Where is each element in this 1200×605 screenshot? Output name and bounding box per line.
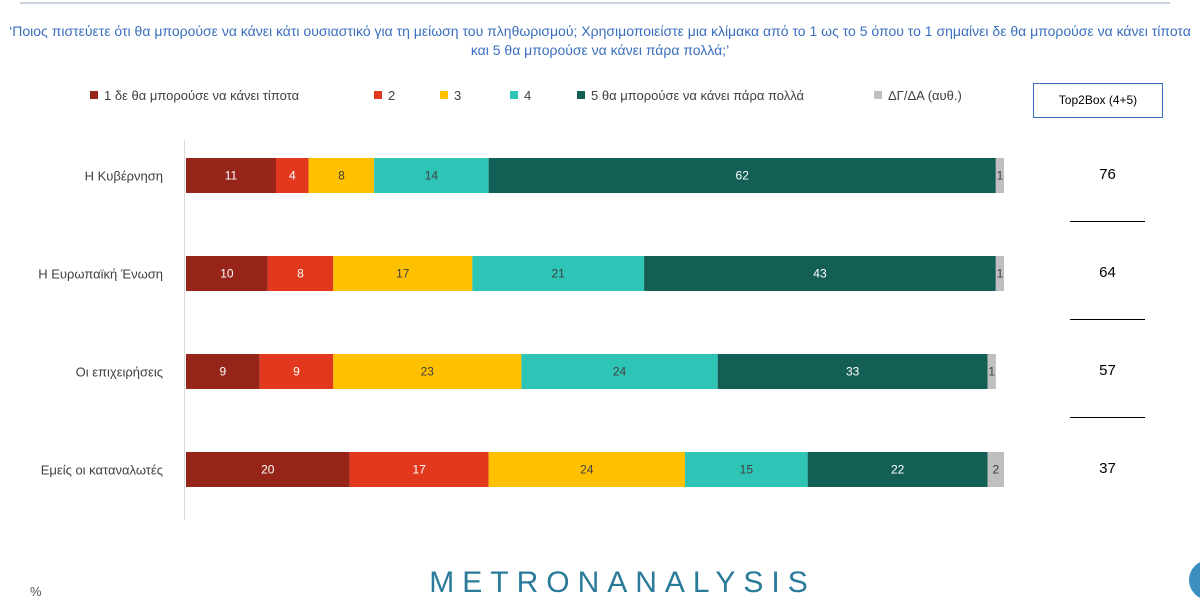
bar-segment bbox=[186, 354, 260, 389]
data-label: 15 bbox=[740, 463, 754, 477]
data-label: 2 bbox=[992, 463, 999, 477]
legend: 1 δε θα μπορούσε να κάνει τίποτα 2 3 4 5 θα … bbox=[0, 88, 1000, 108]
data-label: 1 bbox=[988, 365, 995, 379]
data-label: 21 bbox=[552, 267, 566, 281]
category-label: Η Κυβέρνηση bbox=[85, 169, 163, 184]
legend-item: 4 bbox=[510, 88, 531, 103]
data-label: 9 bbox=[293, 365, 300, 379]
bar-segment bbox=[684, 452, 808, 487]
data-label: 20 bbox=[261, 463, 275, 477]
legend-item: 3 bbox=[440, 88, 461, 103]
data-label: 24 bbox=[613, 365, 627, 379]
data-label: 24 bbox=[580, 463, 594, 477]
data-label: 11 bbox=[225, 169, 238, 183]
bar-segment bbox=[186, 256, 268, 291]
bar-segment bbox=[267, 256, 334, 291]
bar-segment bbox=[488, 158, 996, 193]
brand-logo: METRONANALYSIS bbox=[429, 566, 816, 599]
corner-decoration bbox=[1189, 560, 1200, 600]
bar-segment bbox=[308, 158, 375, 193]
stacked-bar-chart: Η Κυβέρνηση 11 4 8 14 62 1Η Ευρωπαϊκή Ένωση 10 8… bbox=[38, 140, 1004, 520]
data-label: 17 bbox=[412, 463, 426, 477]
top2box-value: 57 bbox=[1099, 362, 1116, 379]
data-label: 23 bbox=[421, 365, 435, 379]
bar-segment bbox=[717, 354, 988, 389]
bar-segment bbox=[333, 256, 473, 291]
data-label: 4 bbox=[289, 169, 296, 183]
bar-segment bbox=[521, 354, 718, 389]
data-label: 33 bbox=[846, 365, 860, 379]
top2box-value: 64 bbox=[1099, 264, 1116, 281]
bar-segment bbox=[374, 158, 489, 193]
top2box-value: 76 bbox=[1099, 166, 1116, 183]
legend-label: 4 bbox=[524, 88, 532, 103]
bar-segment bbox=[333, 354, 522, 389]
bar-segment bbox=[995, 158, 1004, 193]
legend-item: 2 bbox=[374, 88, 395, 103]
bar-segment bbox=[987, 452, 1004, 487]
bar-segment bbox=[259, 354, 334, 389]
top2box-value: 37 bbox=[1099, 460, 1116, 477]
legend-swatch bbox=[510, 91, 518, 99]
survey-question: ‘Ποιος πιστεύετε ότι θα μπορούσε να κάνε… bbox=[9, 23, 1191, 58]
data-label: 17 bbox=[396, 267, 410, 281]
bar-segment bbox=[186, 452, 350, 487]
legend-item: ΔΓ/ΔΑ (αυθ.) bbox=[874, 88, 962, 103]
bar-segment bbox=[807, 452, 988, 487]
legend-label: 1 δε θα μπορούσε να κάνει τίποτα bbox=[104, 88, 300, 103]
legend-label: ΔΓ/ΔΑ (αυθ.) bbox=[888, 88, 962, 103]
percent-mark: % bbox=[30, 584, 42, 599]
data-label: 8 bbox=[297, 267, 304, 281]
legend-label: 3 bbox=[454, 88, 462, 103]
bar-segment bbox=[995, 256, 1004, 291]
category-label: Η Ευρωπαϊκή Ένωση bbox=[38, 267, 163, 282]
legend-swatch bbox=[577, 91, 585, 99]
bar-segment bbox=[186, 158, 276, 193]
category-label: Οι επιχειρήσεις bbox=[76, 365, 163, 380]
legend-swatch bbox=[90, 91, 98, 99]
data-label: 14 bbox=[425, 169, 439, 183]
legend-swatch bbox=[440, 91, 448, 99]
data-label: 43 bbox=[813, 267, 827, 281]
top2box-divider bbox=[1070, 417, 1145, 418]
data-label: 8 bbox=[338, 169, 345, 183]
data-label: 62 bbox=[736, 169, 750, 183]
bar-segment bbox=[275, 158, 309, 193]
category-label: Εμείς οι καταναλωτές bbox=[41, 463, 163, 478]
bar-segment bbox=[349, 452, 489, 487]
bar-segment bbox=[644, 256, 996, 291]
data-label: 9 bbox=[219, 365, 226, 379]
data-label: 1 bbox=[997, 169, 1004, 183]
top2box-divider bbox=[1070, 319, 1145, 320]
data-label: 22 bbox=[891, 463, 905, 477]
legend-label: 2 bbox=[388, 88, 396, 103]
legend-item: 1 δε θα μπορούσε να κάνει τίποτα bbox=[90, 88, 299, 103]
data-label: 1 bbox=[997, 267, 1004, 281]
bar-segment bbox=[987, 354, 996, 389]
legend-swatch bbox=[874, 91, 882, 99]
top2box-header: Top2Box (4+5) bbox=[1033, 83, 1163, 118]
data-label: 10 bbox=[220, 267, 234, 281]
legend-item: 5 θα μπορούσε να κάνει πάρα πολλά bbox=[577, 88, 804, 103]
legend-swatch bbox=[374, 91, 382, 99]
bar-segment bbox=[488, 452, 685, 487]
legend-label: 5 θα μπορούσε να κάνει πάρα πολλά bbox=[591, 88, 805, 103]
top2box-divider bbox=[1070, 221, 1145, 222]
top-rule bbox=[20, 2, 1170, 4]
bar-segment bbox=[472, 256, 645, 291]
